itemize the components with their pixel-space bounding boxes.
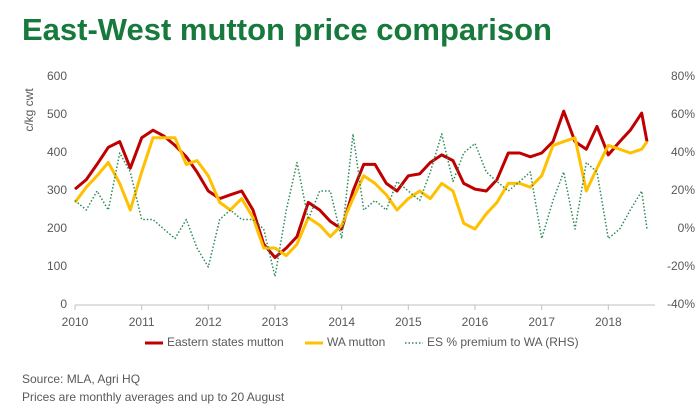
y2-tick-label: 80% — [671, 69, 695, 83]
y-tick-label: 500 — [47, 107, 67, 121]
series-line — [73, 136, 649, 258]
x-tick-label: 2014 — [328, 315, 355, 329]
x-tick-label: 2012 — [195, 315, 222, 329]
series-line — [74, 133, 648, 278]
x-tick-label: 2016 — [462, 315, 489, 329]
y-tick-label: 400 — [47, 145, 67, 159]
y2-tick-label: -40% — [667, 297, 695, 311]
legend-label: ES % premium to WA (RHS) — [427, 335, 579, 349]
x-tick-label: 2013 — [262, 315, 289, 329]
x-tick-label: 2011 — [129, 315, 155, 329]
y2-tick-label: -20% — [667, 259, 695, 273]
x-tick-label: 2018 — [595, 315, 622, 329]
note: Source: MLA, Agri HQ — [22, 372, 140, 386]
y2-tick-label: 60% — [671, 107, 695, 121]
x-tick-label: 2017 — [528, 315, 555, 329]
y2-tick-label: 40% — [671, 145, 695, 159]
y-tick-label: 200 — [47, 221, 67, 235]
y-tick-label: 0 — [60, 297, 67, 311]
y2-tick-label: 0% — [678, 221, 696, 235]
x-tick-label: 2015 — [395, 315, 422, 329]
legend-label: Eastern states mutton — [167, 335, 284, 349]
y2-tick-label: 20% — [671, 183, 695, 197]
note: Prices are monthly averages and up to 20… — [22, 390, 285, 404]
x-tick-label: 2010 — [62, 315, 89, 329]
chart-title: East-West mutton price comparison — [22, 12, 552, 47]
y-tick-label: 600 — [47, 69, 67, 83]
y-axis-label: c/kg cwt — [22, 88, 36, 132]
legend-label: WA mutton — [327, 335, 385, 349]
y-tick-label: 100 — [47, 259, 67, 273]
series-line — [74, 109, 649, 259]
y-tick-label: 300 — [47, 183, 67, 197]
